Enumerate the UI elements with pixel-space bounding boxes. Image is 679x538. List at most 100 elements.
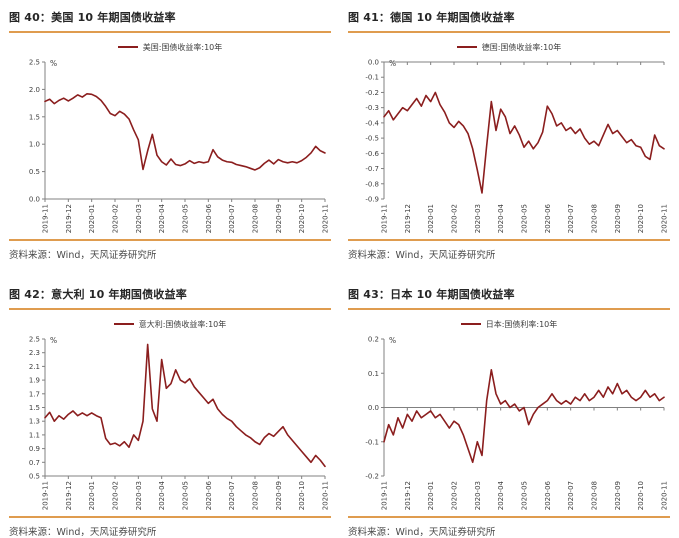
svg-text:0.9: 0.9	[29, 445, 40, 453]
svg-text:0.0: 0.0	[29, 196, 40, 204]
svg-text:2019-11: 2019-11	[381, 204, 389, 233]
svg-text:2.0: 2.0	[29, 86, 40, 94]
svg-text:2019-11: 2019-11	[42, 204, 50, 233]
svg-text:-0.2: -0.2	[365, 473, 379, 481]
svg-text:2020-06: 2020-06	[205, 203, 213, 233]
source-note: 资料来源：Wind，天风证券研究所	[9, 239, 331, 261]
svg-text:-0.6: -0.6	[365, 150, 379, 158]
svg-text:2.5: 2.5	[29, 59, 40, 67]
svg-text:%: %	[389, 336, 396, 345]
source-note: 资料来源：Wind，天风证券研究所	[9, 516, 331, 538]
svg-text:1.3: 1.3	[29, 418, 40, 426]
svg-text:2019-11: 2019-11	[381, 481, 389, 510]
legend-line-sample-icon	[117, 46, 138, 48]
svg-text:2020-07: 2020-07	[567, 481, 575, 510]
svg-text:2020-11: 2020-11	[661, 204, 669, 233]
svg-text:0.1: 0.1	[368, 370, 379, 378]
svg-text:2020-09: 2020-09	[275, 481, 283, 510]
svg-text:2020-05: 2020-05	[521, 204, 529, 233]
svg-text:-0.1: -0.1	[365, 438, 379, 446]
svg-text:0.2: 0.2	[368, 336, 379, 344]
svg-text:1.7: 1.7	[29, 390, 40, 398]
svg-text:2019-12: 2019-12	[65, 204, 73, 233]
svg-text:2020-06: 2020-06	[205, 480, 213, 510]
svg-text:-0.2: -0.2	[365, 89, 379, 97]
svg-text:2019-12: 2019-12	[65, 481, 73, 510]
figure-panel-germany: 图 41：德国 10 年期国债收益率 德国:国债收益率:10年 0.0 -0.1 -…	[348, 6, 670, 261]
figure-panel-japan: 图 43：日本 10 年期国债收益率 日本:国债利率:10年 0.2 0.1 0.0…	[348, 283, 670, 538]
svg-text:2020-10: 2020-10	[298, 204, 306, 233]
svg-text:0.5: 0.5	[29, 168, 40, 176]
legend-label: 美国:国债收益率:10年	[142, 42, 223, 52]
line-chart-italy: 2.5 2.3 2.1 1.9 1.7 1.5 1.3 1.1 0.9 0.7 0.5% 2019-1…	[29, 336, 330, 511]
svg-text:0.7: 0.7	[29, 459, 40, 467]
svg-text:2020-05: 2020-05	[182, 204, 190, 233]
svg-text:1.0: 1.0	[29, 141, 40, 149]
svg-text:%: %	[50, 59, 57, 68]
svg-text:2020-05: 2020-05	[521, 481, 529, 510]
svg-text:2020-01: 2020-01	[427, 204, 435, 233]
svg-text:2020-02: 2020-02	[451, 204, 459, 233]
svg-text:2020-03: 2020-03	[474, 481, 482, 510]
legend-label: 日本:国债利率:10年	[485, 319, 558, 329]
figure-title: 图 42：意大利 10 年期国债收益率	[9, 283, 331, 310]
svg-text:-0.7: -0.7	[365, 165, 379, 173]
svg-text:2020-01: 2020-01	[88, 481, 96, 510]
svg-text:2020-04: 2020-04	[497, 480, 505, 510]
svg-text:2020-11: 2020-11	[322, 481, 330, 510]
svg-text:2020-08: 2020-08	[252, 204, 260, 233]
svg-text:2020-01: 2020-01	[88, 204, 96, 233]
legend-label: 德国:国债收益率:10年	[481, 42, 562, 52]
svg-text:2020-09: 2020-09	[614, 204, 622, 233]
svg-text:2020-10: 2020-10	[637, 204, 645, 233]
svg-text:-0.8: -0.8	[365, 180, 379, 188]
svg-text:2020-11: 2020-11	[661, 481, 669, 510]
legend-line-sample-icon	[456, 46, 477, 48]
svg-text:1.9: 1.9	[29, 377, 40, 385]
svg-text:2019-11: 2019-11	[42, 481, 50, 510]
line-chart-us: 2.5 2.0 1.5 1.0 0.5 0.0% 2019-11 2019-12 2020-01…	[29, 59, 330, 234]
svg-text:0.0: 0.0	[368, 59, 379, 67]
svg-text:2020-03: 2020-03	[135, 204, 143, 233]
source-note: 资料来源：Wind，天风证券研究所	[348, 239, 670, 261]
svg-text:2020-08: 2020-08	[591, 481, 599, 510]
svg-text:2020-03: 2020-03	[135, 481, 143, 510]
svg-text:2020-07: 2020-07	[228, 204, 236, 233]
svg-text:2020-05: 2020-05	[182, 481, 190, 510]
svg-text:2020-07: 2020-07	[567, 204, 575, 233]
line-chart-germany: 0.0 -0.1 -0.2 -0.3 -0.4 -0.5 -0.6 -0.7 -0.8 -0.9%…	[365, 59, 669, 234]
svg-text:1.5: 1.5	[29, 404, 40, 412]
svg-text:-0.4: -0.4	[365, 119, 379, 127]
svg-text:2020-02: 2020-02	[112, 204, 120, 233]
svg-text:-0.1: -0.1	[365, 74, 379, 82]
svg-text:-0.5: -0.5	[365, 135, 379, 143]
svg-text:2019-12: 2019-12	[404, 204, 412, 233]
svg-text:2020-09: 2020-09	[275, 204, 283, 233]
chart-legend: 日本:国债利率:10年	[348, 319, 670, 329]
svg-text:2.3: 2.3	[29, 349, 40, 357]
legend-line-sample-icon	[460, 323, 481, 325]
svg-text:1.1: 1.1	[29, 431, 40, 439]
svg-text:2020-04: 2020-04	[497, 203, 505, 233]
svg-text:2020-01: 2020-01	[427, 481, 435, 510]
svg-text:2020-03: 2020-03	[474, 204, 482, 233]
figure-panel-us: 图 40：美国 10 年期国债收益率 美国:国债收益率:10年 2.5 2.0 1.…	[9, 6, 331, 261]
svg-text:2019-12: 2019-12	[404, 481, 412, 510]
svg-text:2020-08: 2020-08	[252, 481, 260, 510]
chart-legend: 德国:国债收益率:10年	[348, 42, 670, 52]
svg-text:1.5: 1.5	[29, 113, 40, 121]
legend-label: 意大利:国债收益率:10年	[138, 319, 227, 329]
figure-title: 图 40：美国 10 年期国债收益率	[9, 6, 331, 33]
figure-panel-italy: 图 42：意大利 10 年期国债收益率 意大利:国债收益率:10年 2.5 2.3…	[9, 283, 331, 538]
svg-text:-0.3: -0.3	[365, 104, 379, 112]
svg-text:-0.9: -0.9	[365, 196, 379, 204]
svg-text:0.0: 0.0	[368, 404, 379, 412]
svg-text:2020-10: 2020-10	[298, 481, 306, 510]
svg-text:2020-07: 2020-07	[228, 481, 236, 510]
svg-text:0.5: 0.5	[29, 473, 40, 481]
svg-text:2020-04: 2020-04	[158, 203, 166, 233]
svg-text:2020-09: 2020-09	[614, 481, 622, 510]
svg-text:2020-10: 2020-10	[637, 481, 645, 510]
svg-text:2020-06: 2020-06	[544, 203, 552, 233]
